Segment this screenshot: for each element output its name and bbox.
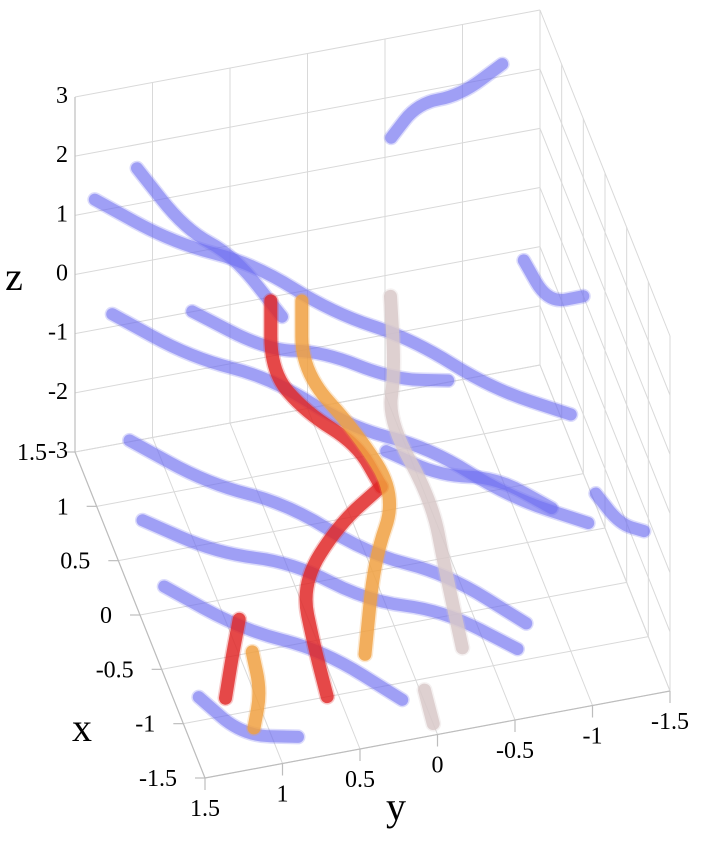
side-wall-grid-line — [539, 68, 671, 396]
y-axis-label: y — [386, 784, 406, 829]
side-wall-grid-line — [539, 9, 671, 337]
streamline-blue — [158, 580, 409, 706]
streamline-orange — [245, 645, 266, 735]
streamline-blue — [517, 254, 590, 307]
tick-labels: 1.5 1 0.5 0 -0.5 -1 -1.5 1.5 1 0.5 0 -0.5 -1 -1.5 3 2 1 0… — [17, 83, 689, 822]
streamline-blue — [192, 691, 304, 743]
y-tick-label: -1.5 — [651, 709, 689, 735]
z-axis-label: z — [5, 254, 23, 299]
x-axis-label: x — [72, 705, 92, 750]
y-tick-label: -0.5 — [496, 738, 534, 764]
streamline-red — [219, 612, 246, 705]
y-tick-label: 1.5 — [190, 796, 220, 822]
x-tick-label: 1 — [57, 494, 69, 520]
axes-grid — [74, 9, 671, 779]
streamline-red — [264, 294, 388, 494]
streamline-blue — [380, 445, 558, 515]
z-tick-label: 2 — [56, 142, 68, 168]
streamline-blue — [88, 193, 577, 421]
y-tick-label: -1 — [583, 724, 603, 750]
x-tick-label: -0.5 — [96, 657, 134, 683]
z-tick-label: 3 — [56, 83, 68, 109]
x-tick-label: -1 — [135, 712, 155, 738]
z-tick-label: -1 — [48, 320, 68, 346]
streamline-pale — [384, 289, 469, 655]
y-tick-label: 0 — [432, 753, 444, 779]
streamline-pale — [418, 683, 440, 731]
streamline-orange — [295, 294, 397, 661]
streamlines — [87, 56, 652, 745]
streamline-blue — [385, 58, 509, 144]
streamline-blue — [136, 514, 524, 655]
axis-labels: z x y — [5, 254, 406, 829]
z-tick-label: 0 — [56, 261, 68, 287]
x-tick-label: 0 — [100, 603, 112, 629]
z-tick-label: -3 — [48, 438, 68, 464]
z-tick-label: -2 — [48, 379, 68, 405]
y-tick-label: 1 — [277, 782, 289, 808]
x-tick-label: 1.5 — [17, 440, 47, 466]
y-tick-label: 0.5 — [345, 767, 375, 793]
x-tick-label: -1.5 — [139, 766, 177, 792]
streamline-blue — [131, 162, 288, 323]
streamline-blue — [589, 487, 650, 538]
streamline-blue — [186, 305, 455, 387]
streamline-blue — [123, 434, 533, 630]
back-wall-grid-line — [74, 68, 541, 157]
z-tick-label: 1 — [56, 201, 68, 227]
streamline-red — [299, 480, 388, 704]
back-wall-grid-line — [74, 9, 541, 98]
x-tick-label: 0.5 — [60, 549, 90, 575]
